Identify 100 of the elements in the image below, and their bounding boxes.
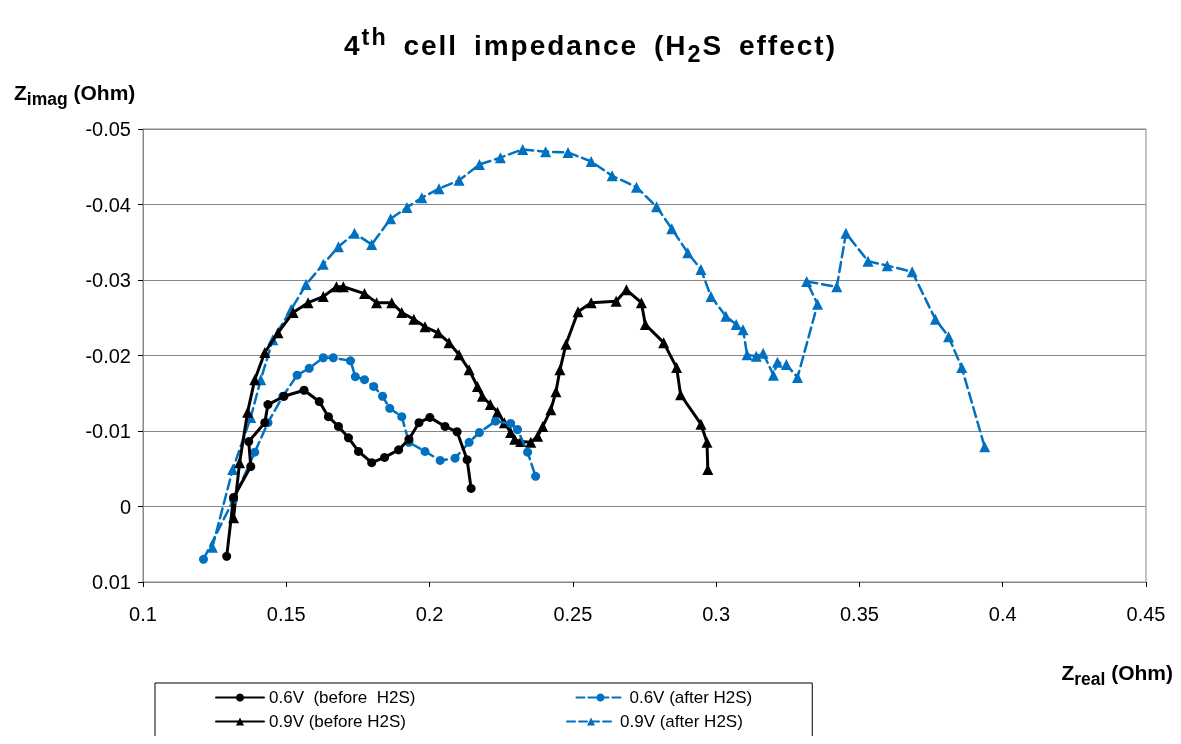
point [466, 483, 476, 493]
y-tick-label: 0.01 [92, 571, 131, 593]
x-tick-label: 0.3 [702, 603, 731, 625]
point [658, 337, 670, 349]
point [348, 227, 360, 239]
x-tick-label: 0.25 [553, 603, 593, 625]
point [812, 298, 824, 310]
legend-label: 0.6V (after H2S) [629, 688, 753, 707]
point [337, 281, 349, 293]
point [695, 418, 707, 430]
x-tick-label: 0.35 [839, 603, 879, 625]
legend-label: 0.9V (before H2S) [269, 712, 407, 731]
point [675, 389, 687, 401]
point [540, 146, 552, 158]
point [484, 399, 496, 411]
point [979, 441, 991, 453]
point [408, 313, 420, 325]
point [333, 421, 343, 431]
point [474, 428, 484, 438]
point [523, 447, 533, 457]
point [369, 381, 379, 391]
point [420, 446, 430, 456]
point [396, 306, 408, 318]
point [452, 427, 462, 437]
point [222, 551, 232, 561]
point [792, 371, 804, 383]
point [440, 421, 450, 431]
point [234, 457, 246, 469]
point [354, 446, 363, 456]
point [490, 416, 500, 426]
point [513, 424, 523, 434]
point [246, 461, 256, 471]
point [929, 313, 941, 325]
point [606, 170, 618, 182]
point [906, 266, 918, 278]
point [401, 202, 413, 214]
point [705, 291, 717, 303]
point [385, 213, 397, 225]
y-tick-label: 0 [119, 495, 131, 518]
chart-title: 4$^{th}$ cell impedance (H$_{2}$S effect) [343, 24, 838, 67]
point [198, 554, 208, 564]
point [471, 380, 483, 392]
y-tick-label: -0.01 [85, 420, 131, 442]
point [671, 362, 683, 374]
point [506, 418, 516, 428]
point [328, 353, 338, 363]
point [537, 420, 549, 432]
point [585, 297, 597, 309]
point [532, 430, 544, 442]
point [304, 363, 314, 373]
point [730, 319, 742, 331]
point [585, 155, 597, 167]
y-tick-label: -0.05 [85, 118, 131, 140]
point [450, 453, 460, 463]
point [720, 310, 732, 322]
point [956, 362, 968, 374]
point [249, 374, 261, 386]
point [651, 201, 663, 213]
x-tick-label: 0.45 [1126, 603, 1166, 625]
point [419, 321, 431, 333]
y-axis-title: Z$_{imag}$ (Ohm) [14, 81, 136, 110]
point [462, 455, 472, 465]
point [425, 412, 435, 422]
point [443, 337, 455, 349]
point [682, 247, 694, 259]
point [630, 181, 642, 193]
x-tick-label: 0.15 [266, 603, 306, 625]
point [881, 260, 893, 272]
point [473, 158, 485, 170]
point [244, 437, 254, 447]
point [332, 241, 344, 253]
point [292, 370, 302, 380]
point [476, 390, 488, 402]
x-tick-label: 0.2 [415, 603, 444, 625]
point [550, 386, 562, 398]
point [345, 356, 355, 366]
point [767, 369, 779, 381]
x-tick-label: 0.1 [129, 603, 157, 625]
point [272, 327, 284, 339]
x-tick-label: 0.4 [988, 603, 1017, 625]
point [943, 331, 955, 343]
point [380, 452, 390, 462]
y-tick-label: -0.02 [85, 344, 131, 367]
point [435, 455, 445, 465]
point [416, 192, 428, 204]
point [494, 152, 506, 164]
point [464, 437, 474, 447]
point [378, 391, 388, 401]
point [259, 346, 271, 358]
point [831, 281, 843, 293]
point [432, 327, 444, 339]
point [367, 458, 377, 468]
point [242, 406, 254, 418]
y-tick-label: -0.03 [85, 269, 131, 291]
point [635, 297, 647, 309]
point [385, 403, 395, 413]
point [862, 255, 874, 267]
point [343, 433, 353, 443]
point [317, 291, 329, 303]
point [463, 364, 475, 376]
